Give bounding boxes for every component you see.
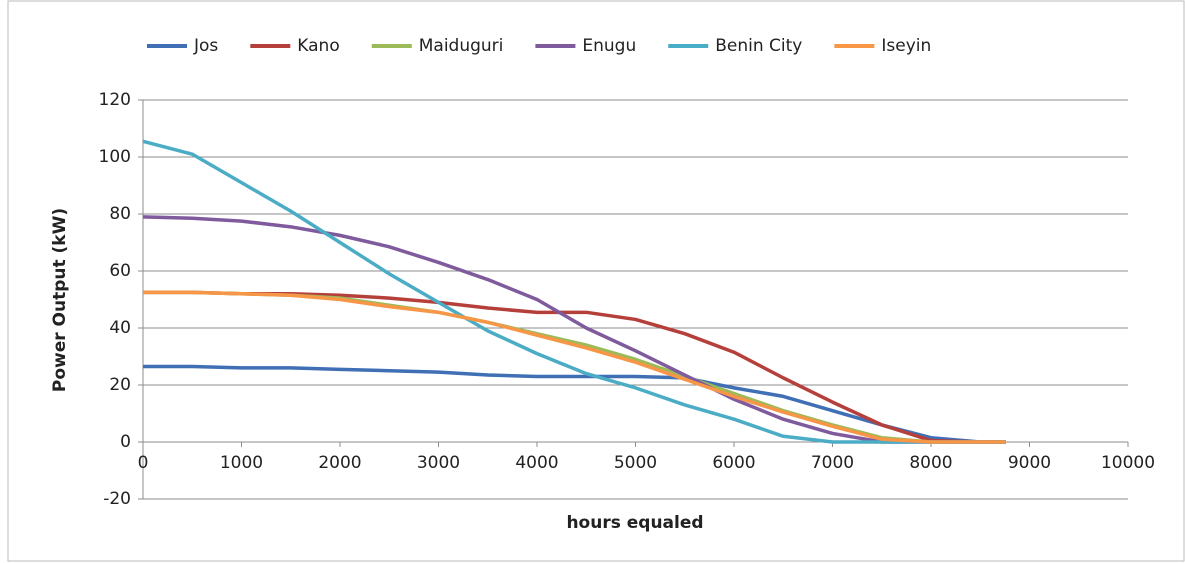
legend-label: Iseyin — [881, 36, 931, 56]
legend-label: Enugu — [582, 36, 636, 56]
y-tick-label: 80 — [109, 204, 131, 224]
legend-label: Kano — [297, 36, 339, 56]
x-tick-label: 2000 — [318, 453, 361, 473]
x-axis-label: hours equaled — [566, 513, 703, 533]
x-tick-label: 3000 — [417, 453, 460, 473]
chart-frame — [7, 0, 1185, 562]
y-axis-label: Power Output (kW) — [50, 208, 70, 392]
x-tick-label: 0 — [138, 453, 149, 473]
x-tick-label: 5000 — [614, 453, 657, 473]
x-tick-label: 9000 — [1008, 453, 1051, 473]
x-tick-label: 10000 — [1101, 453, 1155, 473]
legend-label: Jos — [193, 36, 218, 56]
x-tick-label: 4000 — [515, 453, 558, 473]
series-line — [143, 290, 1006, 444]
y-tick-label: 120 — [99, 90, 131, 110]
y-tick-label: -20 — [103, 489, 131, 509]
y-tick-label: 60 — [109, 261, 131, 281]
x-tick-label: 6000 — [712, 453, 755, 473]
y-tick-label: 40 — [109, 318, 131, 338]
x-tick-label: 7000 — [811, 453, 854, 473]
legend-label: Maiduguri — [419, 36, 504, 56]
x-tick-label: 8000 — [909, 453, 952, 473]
legend-label: Benin City — [715, 36, 802, 56]
series-line — [142, 139, 1006, 444]
x-tick-label: 1000 — [220, 453, 263, 473]
y-tick-label: 20 — [109, 375, 131, 395]
y-tick-label: 0 — [120, 432, 131, 452]
y-tick-label: 100 — [99, 147, 131, 167]
